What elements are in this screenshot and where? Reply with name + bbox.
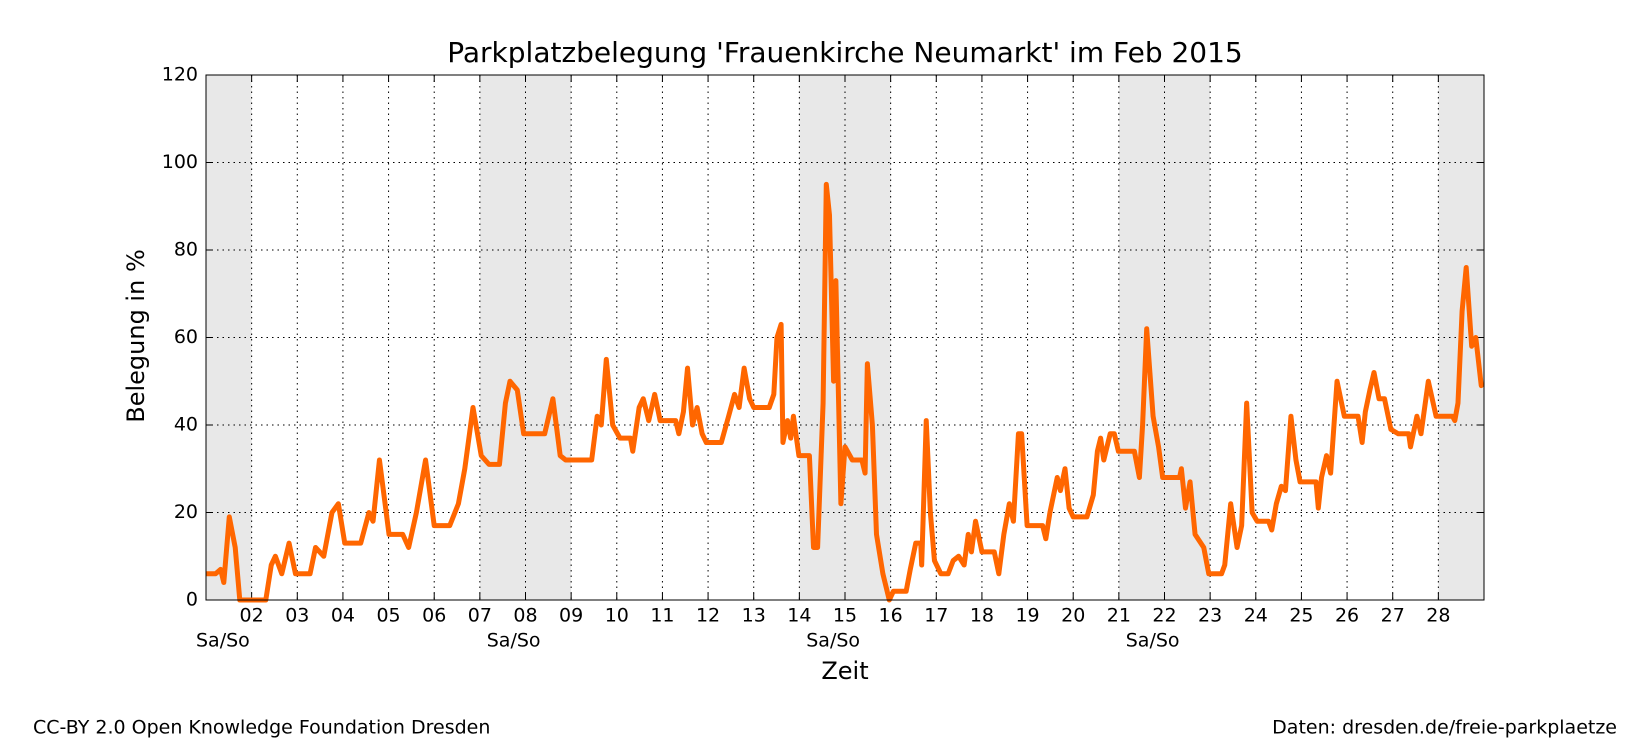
x-tick-label: 11 xyxy=(650,605,674,627)
x-tick-label: 18 xyxy=(970,605,994,627)
weekend-label: Sa/So xyxy=(196,630,250,652)
chart-title: Parkplatzbelegung 'Frauenkirche Neumarkt… xyxy=(447,36,1243,69)
plot-frame xyxy=(205,74,1485,601)
footer-source: Daten: dresden.de/freie-parkplaetze xyxy=(1272,717,1617,739)
y-tick-label: 20 xyxy=(174,501,198,523)
weekend-label: Sa/So xyxy=(1126,630,1180,652)
x-tick-label: 21 xyxy=(1107,605,1131,627)
x-tick-label: 23 xyxy=(1198,605,1222,627)
x-tick-label: 19 xyxy=(1015,605,1039,627)
x-tick-label: 15 xyxy=(833,605,857,627)
x-tick-label: 14 xyxy=(787,605,811,627)
x-tick-label: 04 xyxy=(331,605,355,627)
x-tick-label: 20 xyxy=(1061,605,1085,627)
x-tick-label: 05 xyxy=(376,605,400,627)
x-tick-label: 16 xyxy=(879,605,903,627)
x-tick-label: 09 xyxy=(559,605,583,627)
x-axis-label: Zeit xyxy=(821,657,868,685)
x-tick-label: 13 xyxy=(742,605,766,627)
footer-license: CC-BY 2.0 Open Knowledge Foundation Dres… xyxy=(33,717,490,739)
x-tick-label: 22 xyxy=(1152,605,1176,627)
x-tick-label: 25 xyxy=(1289,605,1313,627)
plot-layer xyxy=(206,181,1484,603)
weekend-label: Sa/So xyxy=(487,630,541,652)
x-tick-label: 08 xyxy=(513,605,537,627)
y-tick-label: 40 xyxy=(174,414,198,436)
x-tick-label: 02 xyxy=(240,605,264,627)
x-tick-label: 07 xyxy=(468,605,492,627)
y-tick-label: 100 xyxy=(162,151,198,173)
x-tick-label: 27 xyxy=(1381,605,1405,627)
y-tick-label: 0 xyxy=(186,589,198,611)
weekend-label: Sa/So xyxy=(806,630,860,652)
x-tick-label: 17 xyxy=(924,605,948,627)
x-tick-label: 06 xyxy=(422,605,446,627)
x-tick-label: 26 xyxy=(1335,605,1359,627)
y-axis-label: Belegung in % xyxy=(122,249,150,423)
x-tick-label: 12 xyxy=(696,605,720,627)
x-tick-label: 03 xyxy=(285,605,309,627)
x-tick-label: 10 xyxy=(605,605,629,627)
y-tick-label: 120 xyxy=(162,64,198,86)
y-tick-label: 80 xyxy=(174,239,198,261)
x-tick-label: 28 xyxy=(1426,605,1450,627)
data-line xyxy=(206,181,1484,603)
y-tick-label: 60 xyxy=(174,326,198,348)
x-tick-label: 24 xyxy=(1244,605,1268,627)
